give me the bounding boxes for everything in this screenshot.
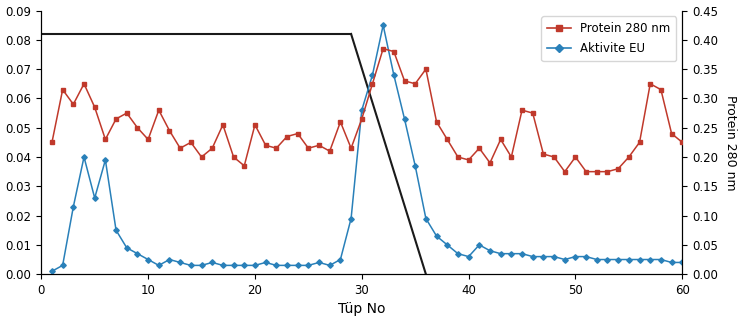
Aktivite EU bbox=[155, 263, 163, 267]
Line: Protein 280 nm: Protein 280 nm bbox=[50, 47, 684, 174]
Y-axis label: Protein 280 nm: Protein 280 nm bbox=[724, 95, 738, 190]
Legend: Protein 280 nm, Aktivite EU: Protein 280 nm, Aktivite EU bbox=[541, 16, 676, 62]
Protein 280 nm bbox=[155, 108, 163, 112]
Protein 280 nm bbox=[262, 143, 270, 147]
Protein 280 nm bbox=[208, 146, 217, 150]
Aktivite EU bbox=[379, 23, 388, 27]
Aktivite EU bbox=[453, 252, 462, 256]
Protein 280 nm bbox=[250, 123, 259, 127]
Protein 280 nm bbox=[48, 140, 56, 144]
Aktivite EU bbox=[229, 263, 238, 267]
Line: Aktivite EU: Aktivite EU bbox=[50, 23, 684, 273]
X-axis label: Tüp No: Tüp No bbox=[338, 302, 386, 317]
Protein 280 nm bbox=[453, 155, 462, 159]
Aktivite EU bbox=[262, 260, 270, 264]
Aktivite EU bbox=[208, 260, 217, 264]
Protein 280 nm bbox=[229, 155, 238, 159]
Protein 280 nm bbox=[678, 140, 687, 144]
Protein 280 nm bbox=[560, 170, 569, 174]
Protein 280 nm bbox=[379, 47, 388, 51]
Aktivite EU bbox=[48, 269, 56, 273]
Aktivite EU bbox=[678, 260, 687, 264]
Aktivite EU bbox=[250, 263, 259, 267]
